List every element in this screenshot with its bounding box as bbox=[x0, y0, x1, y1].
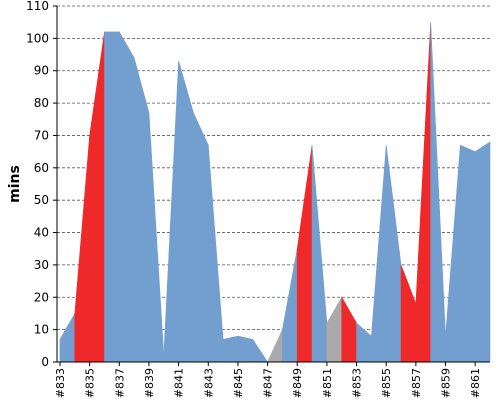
area-segment-failure bbox=[74, 135, 90, 363]
area-segment-success bbox=[252, 338, 269, 363]
area-segment-success bbox=[237, 335, 254, 363]
area-segment-success bbox=[104, 31, 120, 363]
area-segment-success bbox=[148, 112, 165, 363]
area-segment-failure bbox=[89, 31, 105, 363]
y-tick-label: 100 bbox=[26, 31, 49, 45]
area-segment-success bbox=[460, 144, 476, 363]
area-segment-success bbox=[193, 112, 209, 363]
x-tick-label: #843 bbox=[202, 368, 215, 398]
y-axis-label: mins bbox=[7, 165, 23, 203]
x-tick-label: #853 bbox=[351, 368, 364, 398]
area-segment-success bbox=[59, 312, 76, 363]
area-segment-success bbox=[133, 57, 150, 363]
x-tick-label: #841 bbox=[173, 368, 186, 398]
y-tick-label: 0 bbox=[41, 355, 49, 369]
axis-layer bbox=[56, 6, 490, 363]
area-segment-success bbox=[178, 60, 194, 363]
x-tick-label: #833 bbox=[54, 368, 67, 398]
y-tick-label: 80 bbox=[34, 96, 49, 110]
area-segment-success bbox=[430, 22, 446, 363]
x-tick-label: #855 bbox=[380, 368, 393, 398]
area-segment-success bbox=[445, 145, 461, 363]
y-tick-label: 10 bbox=[34, 323, 49, 337]
x-tick-label: #837 bbox=[113, 368, 126, 398]
x-tick-label: #845 bbox=[232, 368, 245, 398]
y-tick-label: 40 bbox=[34, 226, 49, 240]
area-segment-failure bbox=[296, 145, 313, 363]
x-tick-label: #849 bbox=[291, 368, 304, 398]
y-tick-label: 30 bbox=[34, 258, 49, 272]
y-tick-label: 110 bbox=[26, 0, 49, 13]
area-segment-failure bbox=[341, 296, 357, 363]
area-segment-success bbox=[474, 141, 491, 363]
area-layer bbox=[59, 22, 491, 363]
area-segment-failure bbox=[415, 22, 431, 363]
area-segment-aborted bbox=[326, 296, 343, 363]
area-segment-success bbox=[207, 145, 224, 363]
x-tick-label: #859 bbox=[440, 368, 453, 398]
area-segment-success bbox=[282, 248, 298, 363]
y-tick-label: 70 bbox=[34, 128, 49, 142]
area-segment-aborted bbox=[267, 329, 283, 363]
y-tick-label: 50 bbox=[34, 193, 49, 207]
area-segment-success bbox=[385, 145, 402, 363]
x-tick-label: #857 bbox=[410, 368, 423, 398]
area-segment-success bbox=[356, 322, 372, 363]
x-tick-label: #861 bbox=[469, 368, 482, 398]
x-tick-label: #839 bbox=[143, 368, 156, 398]
x-tick-label: #835 bbox=[84, 368, 97, 398]
area-segment-success bbox=[163, 61, 179, 363]
area-segment-success bbox=[119, 30, 135, 363]
y-tick-label: 90 bbox=[34, 64, 49, 78]
area-segment-success bbox=[222, 335, 239, 363]
y-tick-labels: 0 10 20 30 40 50 60 70 80 90 100 110 bbox=[26, 0, 49, 369]
y-tick-label: 60 bbox=[34, 161, 49, 175]
x-tick-label: #851 bbox=[321, 368, 334, 398]
area-segment-success bbox=[371, 145, 387, 363]
area-segment-success bbox=[311, 145, 328, 363]
x-tick-label: #847 bbox=[262, 368, 275, 398]
x-tick-labels: #833 #835 #837 #839 #841 #843 #845 #847 #849 #851… bbox=[54, 362, 482, 398]
y-tick-label: 20 bbox=[34, 290, 49, 304]
area-segment-failure bbox=[400, 264, 417, 363]
